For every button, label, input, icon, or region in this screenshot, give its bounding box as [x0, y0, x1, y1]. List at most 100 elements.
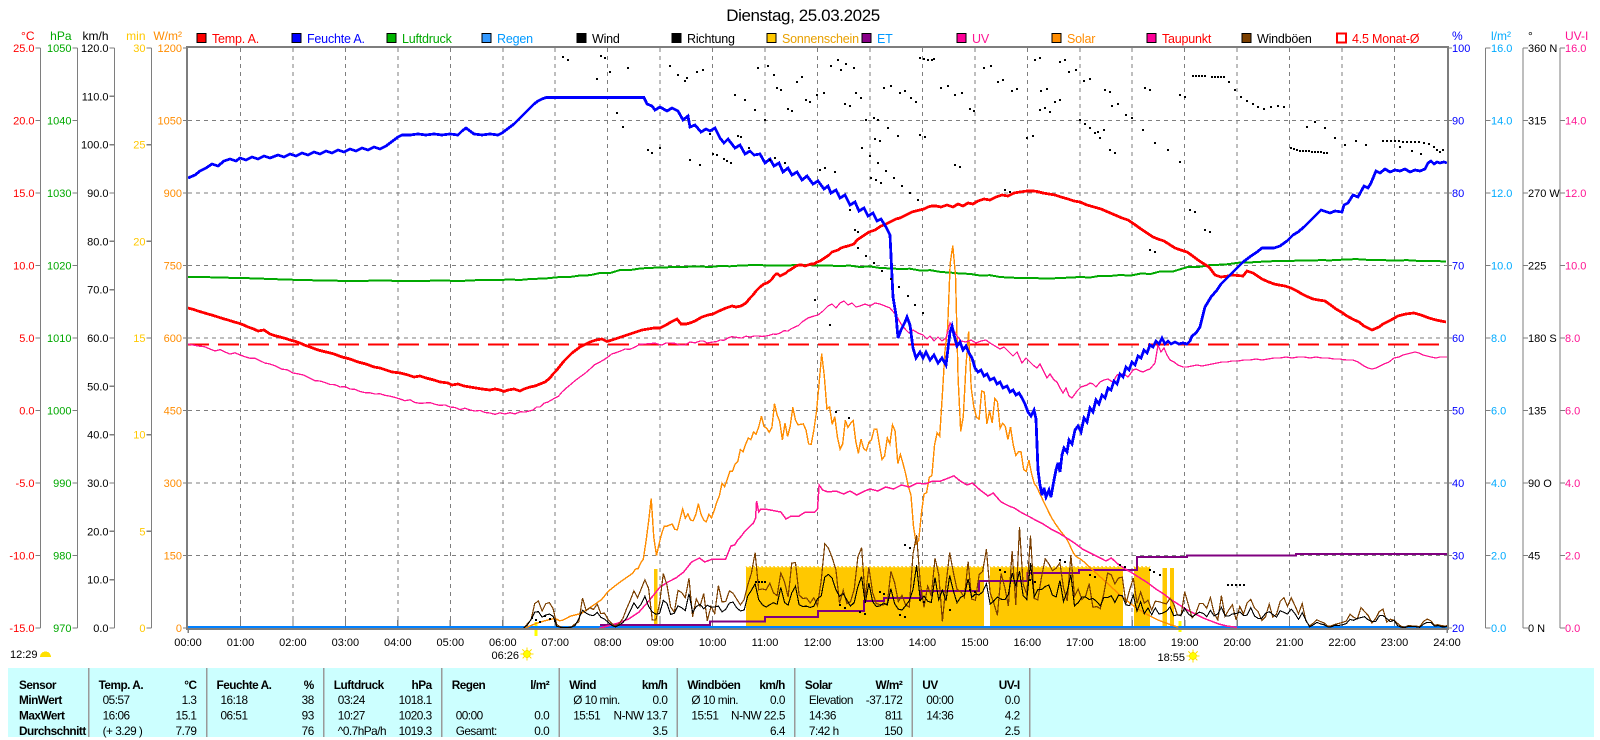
svg-text:Gesamt:: Gesamt: [456, 724, 497, 738]
svg-text:100: 100 [1452, 43, 1470, 55]
svg-text:02:00: 02:00 [279, 637, 307, 649]
svg-text:-10.0: -10.0 [9, 551, 34, 563]
svg-text:01:00: 01:00 [227, 637, 255, 649]
svg-text:16:06: 16:06 [103, 709, 131, 723]
svg-text:13:00: 13:00 [856, 637, 884, 649]
svg-text:70: 70 [1452, 261, 1464, 273]
svg-text:ET: ET [877, 32, 893, 46]
svg-text:03:24: 03:24 [338, 693, 366, 707]
svg-text:16.0: 16.0 [1491, 43, 1512, 55]
svg-text:980: 980 [53, 551, 71, 563]
svg-text:15:51: 15:51 [691, 709, 718, 723]
svg-text:0.0: 0.0 [770, 693, 786, 707]
svg-text:4.2: 4.2 [1005, 709, 1020, 723]
svg-text:UV-I: UV-I [1565, 29, 1588, 43]
svg-text:18:55: 18:55 [1157, 652, 1185, 664]
svg-text:1030: 1030 [47, 188, 71, 200]
svg-text:15:00: 15:00 [961, 637, 989, 649]
svg-text:24:00: 24:00 [1433, 637, 1461, 649]
svg-text:Regen: Regen [452, 678, 486, 692]
svg-text:16:00: 16:00 [1014, 637, 1042, 649]
svg-text:22:00: 22:00 [1328, 637, 1356, 649]
svg-text:8.0: 8.0 [1491, 333, 1506, 345]
svg-text:Solar: Solar [1067, 32, 1095, 46]
svg-text:MaxWert: MaxWert [19, 709, 65, 723]
svg-text:Elevation: Elevation [809, 693, 853, 707]
svg-text:5: 5 [139, 526, 145, 538]
svg-text:Luftdruck: Luftdruck [402, 32, 453, 46]
svg-text:1200: 1200 [158, 43, 182, 55]
svg-text:0: 0 [176, 623, 182, 635]
svg-text:8.0: 8.0 [1565, 333, 1580, 345]
svg-text:6.0: 6.0 [1491, 406, 1506, 418]
svg-text:N-NW 13.7: N-NW 13.7 [614, 709, 668, 723]
svg-text:1050: 1050 [158, 116, 182, 128]
svg-text:93: 93 [302, 709, 315, 723]
svg-text:km/h: km/h [759, 678, 785, 692]
svg-text:110.0: 110.0 [82, 91, 109, 103]
svg-text:%: % [1452, 29, 1463, 43]
svg-text:Durchschnitt: Durchschnitt [19, 724, 86, 738]
svg-text:Solar: Solar [805, 678, 833, 692]
svg-text:10.0: 10.0 [13, 261, 34, 273]
svg-text:360 N: 360 N [1528, 43, 1557, 55]
svg-text:25: 25 [133, 140, 145, 152]
svg-text:06:26: 06:26 [491, 650, 519, 662]
svg-text:°C: °C [184, 678, 197, 692]
svg-text:14.0: 14.0 [1491, 116, 1512, 128]
svg-text:17:00: 17:00 [1066, 637, 1094, 649]
svg-text:300: 300 [164, 478, 182, 490]
svg-text:600: 600 [164, 333, 182, 345]
svg-text:80.0: 80.0 [87, 236, 108, 248]
svg-text:900: 900 [164, 188, 182, 200]
svg-text:07:00: 07:00 [541, 637, 569, 649]
svg-text:7.79: 7.79 [176, 724, 197, 738]
svg-text:50: 50 [1452, 406, 1464, 418]
svg-text:10.0: 10.0 [87, 575, 108, 587]
svg-text:1020.3: 1020.3 [399, 709, 433, 723]
svg-text:20: 20 [133, 236, 145, 248]
svg-text:100.0: 100.0 [81, 140, 109, 152]
svg-text:38: 38 [302, 693, 315, 707]
svg-text:0: 0 [139, 623, 145, 635]
svg-text:14:36: 14:36 [809, 709, 837, 723]
svg-text:09:00: 09:00 [646, 637, 674, 649]
svg-text:14:00: 14:00 [909, 637, 937, 649]
svg-text:Ø 10 min.: Ø 10 min. [691, 693, 738, 707]
svg-text:Feuchte A.: Feuchte A. [307, 32, 365, 46]
svg-text:970: 970 [53, 623, 71, 635]
svg-text:Wind: Wind [569, 678, 596, 692]
svg-text:150: 150 [884, 724, 903, 738]
svg-text:60.0: 60.0 [87, 333, 108, 345]
svg-text:150: 150 [164, 551, 182, 563]
svg-text:10:00: 10:00 [699, 637, 727, 649]
svg-text:05:57: 05:57 [103, 693, 130, 707]
svg-text:06:51: 06:51 [221, 709, 248, 723]
svg-text:2.5: 2.5 [1005, 724, 1021, 738]
svg-text:-37.172: -37.172 [866, 693, 903, 707]
svg-text:km/h: km/h [642, 678, 668, 692]
svg-text:1000: 1000 [47, 406, 71, 418]
svg-text:hPa: hPa [412, 678, 433, 692]
svg-text:90: 90 [1452, 116, 1464, 128]
svg-text:km/h: km/h [82, 29, 108, 43]
svg-text:76: 76 [302, 724, 315, 738]
svg-text:20.0: 20.0 [13, 116, 34, 128]
svg-text:6.4: 6.4 [770, 724, 786, 738]
svg-text:Ø 10 min.: Ø 10 min. [573, 693, 620, 707]
svg-text:7:42 h: 7:42 h [809, 724, 839, 738]
svg-text:40.0: 40.0 [87, 430, 108, 442]
svg-text:12:29: 12:29 [10, 649, 38, 661]
svg-text:Windböen: Windböen [687, 678, 740, 692]
svg-text:06:00: 06:00 [489, 637, 517, 649]
svg-text:5.0: 5.0 [19, 333, 34, 345]
svg-text:2.0: 2.0 [1491, 551, 1506, 563]
svg-text:30.0: 30.0 [87, 478, 108, 490]
svg-text:2.0: 2.0 [1565, 551, 1580, 563]
svg-text:^0.7hPa/h: ^0.7hPa/h [338, 724, 386, 738]
svg-text:1050: 1050 [47, 43, 71, 55]
svg-text:21:00: 21:00 [1276, 637, 1304, 649]
svg-text:135: 135 [1528, 406, 1546, 418]
svg-text:270 W: 270 W [1528, 188, 1560, 200]
svg-text:23:00: 23:00 [1381, 637, 1409, 649]
